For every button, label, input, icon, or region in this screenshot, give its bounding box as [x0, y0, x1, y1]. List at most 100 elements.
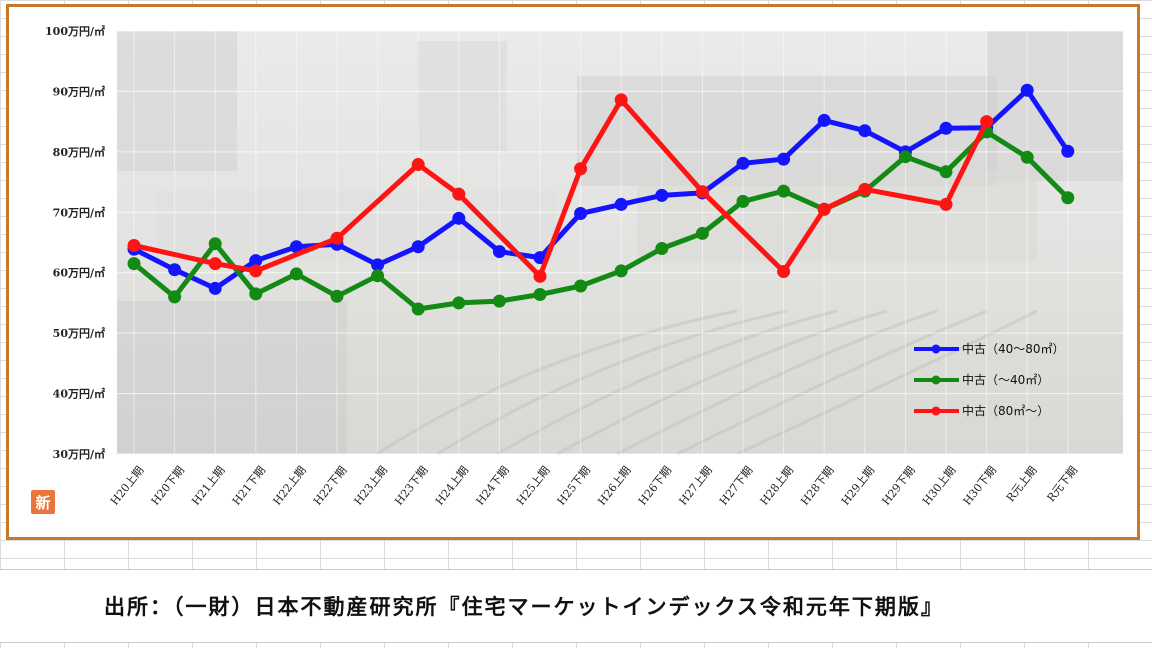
data-point — [777, 265, 791, 279]
data-point — [411, 302, 425, 316]
data-point — [614, 93, 628, 107]
data-point — [492, 294, 506, 308]
photo-track — [736, 309, 1038, 456]
data-point — [939, 197, 953, 211]
data-point — [858, 182, 872, 196]
data-point — [208, 257, 222, 271]
x-tick-label: H29上期 — [839, 464, 877, 508]
x-tick-label: H24上期 — [433, 464, 471, 508]
legend: 中古（40～80㎡） 中古（～40㎡） 中古（80㎡～） — [914, 341, 1065, 418]
data-point — [168, 290, 182, 304]
x-tick-label: H27上期 — [676, 464, 714, 508]
line-chart: 30万円/㎡ 40万円/㎡ 50万円/㎡ 60万円/㎡ 70万円/㎡ 80万円/㎡ 90万円… — [45, 24, 1123, 508]
legend-entry: 中古（40～80㎡） — [962, 341, 1065, 356]
data-point — [533, 287, 547, 301]
brand-logo: 新 — [31, 490, 55, 514]
x-tick-label: H24下期 — [473, 464, 511, 508]
data-point — [533, 269, 547, 283]
data-point — [695, 185, 709, 199]
legend-swatch-marker — [931, 375, 941, 385]
series-line — [131, 129, 1071, 312]
photo-shape — [117, 301, 347, 454]
x-tick-label: R元下期 — [1044, 464, 1080, 505]
data-point — [249, 254, 263, 268]
data-point — [330, 231, 344, 245]
data-point — [371, 258, 385, 272]
x-tick-label: H20上期 — [108, 464, 146, 508]
data-point — [1020, 83, 1034, 97]
data-point — [168, 263, 182, 277]
photo-shape — [347, 331, 1123, 454]
legend-entry: 中古（～40㎡） — [962, 372, 1049, 387]
y-tick-label: 80万円/㎡ — [53, 145, 105, 159]
legend-entry: 中古（80㎡～） — [962, 403, 1049, 418]
data-point — [330, 289, 344, 303]
data-point — [574, 279, 588, 293]
chart-frame: 30万円/㎡ 40万円/㎡ 50万円/㎡ 60万円/㎡ 70万円/㎡ 80万円/㎡ 90万円… — [6, 4, 1140, 540]
photo-track — [376, 309, 738, 456]
x-tick-label: H22上期 — [270, 464, 308, 508]
data-point — [939, 165, 953, 179]
x-tick-label: H23上期 — [352, 464, 390, 508]
x-tick-label: H22下期 — [311, 464, 349, 508]
x-tick-label: H26上期 — [595, 464, 633, 508]
data-point — [574, 206, 588, 220]
legend-swatch-marker — [931, 406, 941, 416]
data-point — [695, 226, 709, 240]
data-point — [492, 245, 506, 259]
source-band — [0, 569, 1152, 643]
data-point — [614, 197, 628, 211]
y-tick-label: 70万円/㎡ — [53, 205, 105, 219]
data-point — [411, 158, 425, 172]
photo-track — [436, 309, 788, 456]
data-point — [655, 188, 669, 202]
photo-track — [616, 309, 938, 456]
data-point — [858, 124, 872, 138]
series-layer — [127, 83, 1075, 316]
data-point — [452, 187, 466, 201]
data-point — [289, 267, 303, 281]
data-point — [1061, 144, 1075, 158]
data-point — [127, 257, 141, 271]
photo-shape — [417, 41, 507, 151]
y-axis: 30万円/㎡ 40万円/㎡ 50万円/㎡ 60万円/㎡ 70万円/㎡ 80万円/㎡ 90万円… — [45, 24, 105, 461]
data-point — [289, 240, 303, 254]
y-tick-label: 90万円/㎡ — [53, 84, 105, 98]
legend-swatch-marker — [931, 344, 941, 354]
source-caption: 出所：（一財）日本不動産研究所『住宅マーケットインデックス令和元年下期版』 — [104, 595, 944, 619]
x-tick-label: H30上期 — [920, 464, 958, 508]
data-point — [817, 202, 831, 216]
data-point — [1061, 191, 1075, 205]
x-tick-label: H25上期 — [514, 464, 552, 508]
x-tick-label: H30下期 — [961, 464, 999, 508]
x-axis: H20上期 H20下期 H21上期 H21下期 H22上期 H22下期 H23上期 H23下期… — [108, 464, 1080, 508]
x-tick-label: H21上期 — [189, 464, 227, 508]
data-point — [249, 287, 263, 301]
photo-track — [496, 309, 838, 456]
x-tick-label: H26下期 — [636, 464, 674, 508]
data-point — [1020, 150, 1034, 164]
x-tick-label: H21下期 — [230, 464, 268, 508]
data-point — [208, 281, 222, 295]
data-point — [127, 239, 141, 253]
y-tick-label: 100万円/㎡ — [45, 24, 105, 38]
data-point — [208, 237, 222, 251]
photo-track — [676, 309, 988, 456]
y-tick-label: 30万円/㎡ — [53, 447, 105, 461]
x-tick-label: H27下期 — [717, 464, 755, 508]
x-tick-label: H25下期 — [555, 464, 593, 508]
data-point — [980, 115, 994, 129]
y-tick-label: 50万円/㎡ — [53, 326, 105, 340]
data-point — [574, 162, 588, 176]
data-point — [452, 296, 466, 310]
data-point — [371, 269, 385, 283]
data-point — [614, 264, 628, 278]
x-tick-label: H23下期 — [392, 464, 430, 508]
data-point — [777, 184, 791, 198]
data-point — [777, 152, 791, 166]
x-tick-label: H28上期 — [758, 464, 796, 508]
data-point — [452, 211, 466, 225]
x-tick-label: H20下期 — [149, 464, 187, 508]
series-line — [131, 87, 1071, 291]
x-tick-label: H29下期 — [879, 464, 917, 508]
